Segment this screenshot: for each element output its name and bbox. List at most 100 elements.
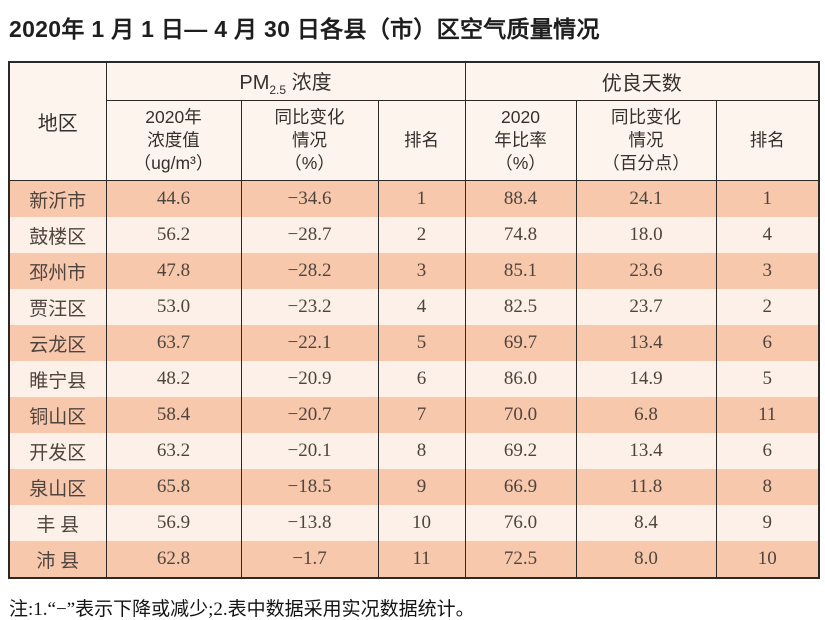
pm25-value-cell: 48.2 [105,361,242,397]
good-days-rank-cell: 3 [715,253,820,289]
good-days-rank-cell: 6 [715,325,820,361]
table-row: 云龙区 63.7 −22.1 5 69.7 13.4 6 [8,325,820,361]
header-good-days-change: 同比变化 情况 （百分点） [575,100,717,181]
footnote: 注:1.“−”表示下降或减少;2.表中数据采用实况数据统计。 [9,599,475,620]
region-cell: 睢宁县 [8,361,107,397]
pm25-label-prefix: PM [239,72,270,94]
pm25-change-cell: −13.8 [240,505,379,541]
good-days-ratio-cell: 69.7 [464,325,577,361]
pm25-change-cell: −34.6 [240,180,379,217]
good-days-rank-cell: 11 [715,397,820,433]
pm25-value-cell: 62.8 [105,541,242,578]
good-days-rank-cell: 4 [715,217,820,253]
table-row: 贾汪区 53.0 −23.2 4 82.5 23.7 2 [8,289,820,325]
region-cell: 邳州市 [8,253,107,289]
good-days-ratio-cell: 82.5 [464,289,577,325]
header-pm25-value: 2020年 浓度值 （ug/m³） [105,100,242,181]
table-header: 地区 PM2.5 浓度 优良天数 2020年 浓度值 （ug/m³） 同比变化 … [8,61,820,181]
good-days-ratio-cell: 86.0 [464,361,577,397]
header-good-days-rank: 排名 [715,100,820,181]
pm25-rank-cell: 7 [377,397,466,433]
good-days-change-cell: 14.9 [575,361,717,397]
good-days-change-cell: 8.4 [575,505,717,541]
good-days-change-cell: 6.8 [575,397,717,433]
good-days-rank-cell: 8 [715,469,820,505]
pm25-rank-cell: 8 [377,433,466,469]
region-cell: 铜山区 [8,397,107,433]
table-row: 鼓楼区 56.2 −28.7 2 74.8 18.0 4 [8,217,820,253]
pm25-value-cell: 56.9 [105,505,242,541]
pm25-rank-cell: 10 [377,505,466,541]
pm25-label-suffix: 浓度 [286,72,332,94]
region-cell: 丰 县 [8,505,107,541]
table-row: 新沂市 44.6 −34.6 1 88.4 24.1 1 [8,180,820,217]
good-days-ratio-cell: 72.5 [464,541,577,578]
good-days-change-cell: 24.1 [575,180,717,217]
good-days-change-cell: 18.0 [575,217,717,253]
pm25-value-cell: 47.8 [105,253,242,289]
pm25-label-subscript: 2.5 [269,83,287,97]
region-cell: 云龙区 [8,325,107,361]
good-days-rank-cell: 9 [715,505,820,541]
good-days-rank-cell: 5 [715,361,820,397]
header-pm25-rank: 排名 [377,100,466,181]
pm25-value-cell: 63.7 [105,325,242,361]
table-row: 丰 县 56.9 −13.8 10 76.0 8.4 9 [8,505,820,541]
page-title: 2020年 1 月 1 日— 4 月 30 日各县（市）区空气质量情况 [9,16,600,42]
pm25-value-cell: 58.4 [105,397,242,433]
good-days-change-cell: 8.0 [575,541,717,578]
table-row: 泉山区 65.8 −18.5 9 66.9 11.8 8 [8,469,820,505]
pm25-change-cell: −18.5 [240,469,379,505]
header-region: 地区 [8,61,107,181]
good-days-ratio-cell: 76.0 [464,505,577,541]
good-days-ratio-cell: 85.1 [464,253,577,289]
pm25-value-cell: 63.2 [105,433,242,469]
pm25-change-cell: −20.1 [240,433,379,469]
pm25-value-cell: 56.2 [105,217,242,253]
header-good-days-ratio: 2020 年比率 （%） [464,100,577,181]
pm25-change-cell: −20.9 [240,361,379,397]
region-cell: 泉山区 [8,469,107,505]
pm25-rank-cell: 6 [377,361,466,397]
pm25-change-cell: −28.2 [240,253,379,289]
pm25-rank-cell: 5 [377,325,466,361]
region-cell: 开发区 [8,433,107,469]
air-quality-table: 地区 PM2.5 浓度 优良天数 2020年 浓度值 （ug/m³） 同比变化 … [8,61,821,579]
pm25-value-cell: 65.8 [105,469,242,505]
table-row: 铜山区 58.4 −20.7 7 70.0 6.8 11 [8,397,820,433]
header-pm25-group: PM2.5 浓度 [105,61,466,101]
pm25-change-cell: −28.7 [240,217,379,253]
pm25-rank-cell: 4 [377,289,466,325]
region-cell: 新沂市 [8,180,107,217]
good-days-ratio-cell: 70.0 [464,397,577,433]
good-days-change-cell: 13.4 [575,325,717,361]
good-days-ratio-cell: 74.8 [464,217,577,253]
region-cell: 贾汪区 [8,289,107,325]
region-cell: 沛 县 [8,541,107,578]
good-days-rank-cell: 6 [715,433,820,469]
pm25-rank-cell: 2 [377,217,466,253]
table-row: 开发区 63.2 −20.1 8 69.2 13.4 6 [8,433,820,469]
pm25-value-cell: 53.0 [105,289,242,325]
region-cell: 鼓楼区 [8,217,107,253]
good-days-ratio-cell: 88.4 [464,180,577,217]
header-good-days-group: 优良天数 [464,61,820,101]
pm25-rank-cell: 3 [377,253,466,289]
pm25-change-cell: −20.7 [240,397,379,433]
pm25-rank-cell: 9 [377,469,466,505]
header-pm25-change: 同比变化 情况 （%） [240,100,379,181]
pm25-rank-cell: 11 [377,541,466,578]
good-days-change-cell: 23.6 [575,253,717,289]
pm25-change-cell: −1.7 [240,541,379,578]
good-days-ratio-cell: 66.9 [464,469,577,505]
good-days-rank-cell: 2 [715,289,820,325]
table-row: 邳州市 47.8 −28.2 3 85.1 23.6 3 [8,253,820,289]
table-body: 新沂市 44.6 −34.6 1 88.4 24.1 1 鼓楼区 56.2 −28.7 2 74.8 1… [8,180,820,578]
pm25-change-cell: −22.1 [240,325,379,361]
header-group-row: 地区 PM2.5 浓度 优良天数 [8,61,820,181]
pm25-value-cell: 44.6 [105,180,242,217]
table-row: 睢宁县 48.2 −20.9 6 86.0 14.9 5 [8,361,820,397]
pm25-change-cell: −23.2 [240,289,379,325]
header-sub-row: 2020年 浓度值 （ug/m³） 同比变化 情况 （%） 排名 2020 年比… [9,100,820,181]
